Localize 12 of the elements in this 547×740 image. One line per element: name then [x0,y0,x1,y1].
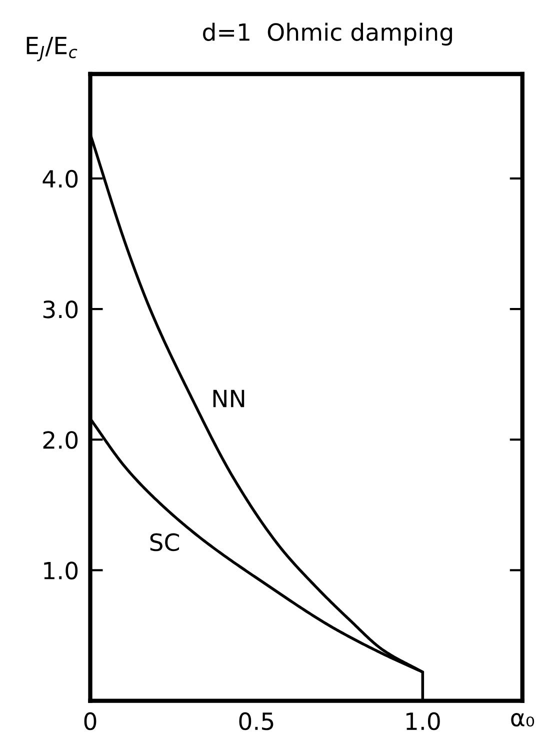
series-label: NN [213,390,244,408]
x-axis-title: α₀ [511,713,534,727]
x-tick-label: 0.5 [239,712,274,730]
y-tick-label: 4.0 [42,170,78,188]
y-tick-label: 3.0 [43,300,78,318]
x-tick-label: 1.0 [406,712,440,730]
series-label: SC [150,533,179,552]
y-tick-label: 1.0 [44,562,78,580]
x-tick-label: 0 [84,712,96,730]
chart-title: d=1 Ohmic damping [203,22,452,46]
y-tick-label: 2.0 [43,431,78,449]
y-axis-title: E$_{J}$/E$_{c}$ [26,36,78,62]
